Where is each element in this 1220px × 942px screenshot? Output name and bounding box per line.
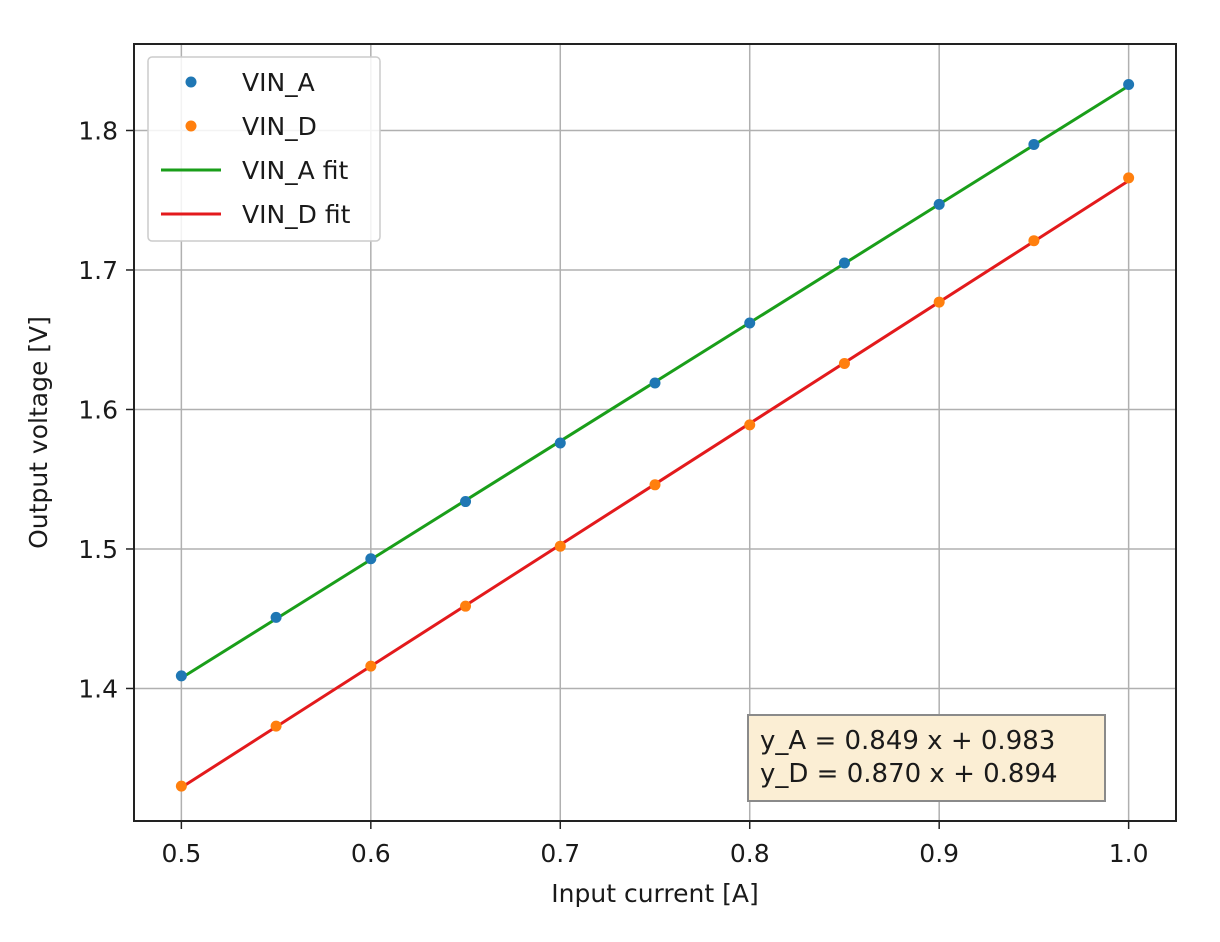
- data-point-vin-a: [270, 611, 282, 623]
- y-tick-label: 1.6: [78, 395, 118, 424]
- x-tick-label: 0.5: [161, 839, 201, 868]
- annotation-line-d: y_D = 0.870 x + 0.894: [760, 759, 1058, 789]
- y-axis-label: Output voltage [V]: [24, 316, 53, 549]
- plot-series: [175, 78, 1135, 792]
- y-tick-label: 1.7: [78, 256, 118, 285]
- legend-vin-a-marker: [185, 76, 197, 88]
- data-point-vin-d: [554, 540, 566, 552]
- data-point-vin-a: [933, 198, 945, 210]
- data-point-vin-a: [554, 437, 566, 449]
- y-tick-label: 1.5: [78, 535, 118, 564]
- data-point-vin-d: [175, 780, 187, 792]
- data-point-vin-a: [175, 670, 187, 682]
- x-tick-label: 0.9: [919, 839, 959, 868]
- x-axis-label: Input current [A]: [551, 879, 758, 908]
- y-axis-ticks: 1.4 1.5 1.6 1.7 1.8: [78, 116, 134, 703]
- y-tick-label: 1.4: [78, 674, 118, 703]
- data-point-vin-a: [460, 496, 472, 508]
- data-point-vin-d: [744, 419, 756, 431]
- legend: VIN_A VIN_D VIN_A fit VIN_D fit: [147, 56, 381, 242]
- x-tick-label: 0.8: [730, 839, 770, 868]
- data-point-vin-d: [838, 357, 850, 369]
- data-point-vin-d: [1028, 235, 1040, 247]
- legend-vin-d-label: VIN_D: [242, 112, 317, 141]
- data-point-vin-d: [933, 296, 945, 308]
- plot-frame: [133, 43, 1177, 822]
- x-tick-label: 0.7: [540, 839, 580, 868]
- legend-box: [147, 56, 381, 242]
- data-point-vin-d: [649, 479, 661, 491]
- data-point-vin-d: [365, 660, 377, 672]
- data-point-vin-a: [1123, 78, 1135, 90]
- data-point-vin-d: [1123, 172, 1135, 184]
- data-point-vin-a: [838, 257, 850, 269]
- legend-vin-a-label: VIN_A: [242, 68, 315, 97]
- data-point-vin-a: [649, 377, 661, 389]
- legend-vin-d-marker: [185, 120, 197, 132]
- legend-vin-a-fit-label: VIN_A fit: [242, 156, 348, 185]
- x-tick-label: 1.0: [1109, 839, 1149, 868]
- data-point-vin-d: [460, 600, 472, 612]
- data-point-vin-d: [270, 720, 282, 732]
- legend-vin-d-fit-label: VIN_D fit: [242, 200, 351, 229]
- annotation-line-a: y_A = 0.849 x + 0.983: [760, 726, 1055, 756]
- annotation-box: [747, 714, 1106, 802]
- y-tick-label: 1.8: [78, 116, 118, 145]
- data-point-vin-a: [1028, 138, 1040, 150]
- data-point-vin-a: [365, 553, 377, 565]
- data-point-vin-a: [744, 317, 756, 329]
- x-tick-label: 0.6: [351, 839, 391, 868]
- x-axis-ticks: 0.5 0.6 0.7 0.8 0.9 1.0: [161, 821, 1149, 868]
- equation-annotation: y_A = 0.849 x + 0.983 y_D = 0.870 x + 0.…: [747, 714, 1106, 802]
